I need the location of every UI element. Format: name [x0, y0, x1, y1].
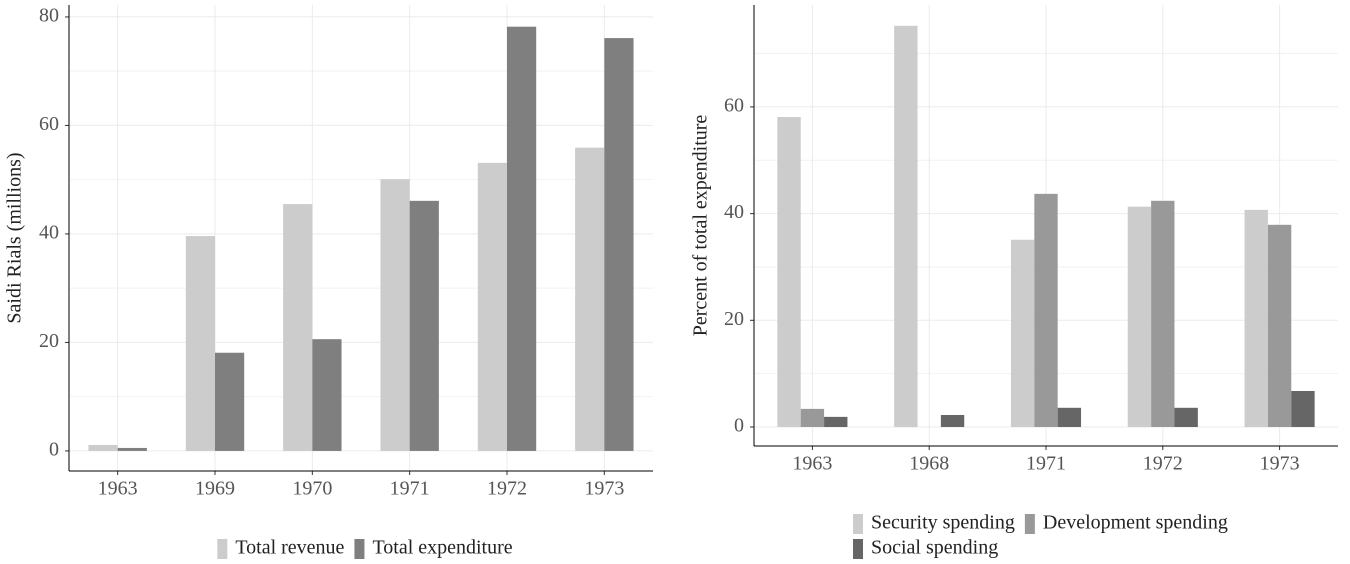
bar: [1010, 239, 1035, 428]
x-tick-label: 1972: [1143, 453, 1183, 475]
bar: [507, 26, 537, 451]
legend-swatch: [853, 539, 863, 559]
bar: [1151, 200, 1175, 428]
bar: [777, 117, 801, 428]
x-tick-label: 1970: [292, 478, 332, 500]
bar: [800, 408, 825, 428]
y-axis-title: Percent of total expenditure: [690, 115, 712, 337]
bar: [215, 352, 245, 451]
legend-swatch: [217, 539, 228, 559]
bar: [283, 204, 313, 451]
legend-label: Total expenditure: [372, 537, 512, 559]
legend-swatch: [354, 539, 365, 559]
y-tick-label: 40: [39, 222, 59, 244]
x-tick-label: 1971: [390, 478, 430, 500]
legend-label: Security spending: [871, 512, 1015, 534]
y-tick-label: 40: [724, 201, 744, 223]
legend-label: Total revenue: [235, 537, 344, 559]
y-tick-label: 80: [39, 5, 59, 27]
x-tick-label: 1972: [487, 478, 527, 500]
bar: [185, 236, 215, 451]
x-tick-label: 1971: [1026, 453, 1066, 475]
legend-label: Development spending: [1043, 512, 1228, 534]
bar: [380, 179, 410, 451]
bar: [1057, 407, 1082, 428]
y-axis-title: Saidi Rials (millions): [4, 152, 26, 323]
bar: [1291, 390, 1315, 428]
y-tick-label: 20: [39, 330, 59, 352]
bar: [824, 416, 848, 428]
x-tick-label: 1973: [584, 478, 624, 500]
x-tick-label: 1963: [98, 478, 138, 500]
bar: [604, 38, 634, 451]
legend-swatch: [853, 514, 863, 534]
x-tick-label: 1973: [1260, 453, 1300, 475]
bar: [88, 444, 118, 451]
bar: [575, 147, 605, 451]
bar: [312, 339, 342, 451]
bar: [940, 415, 965, 428]
bar: [1127, 206, 1152, 428]
y-tick-label: 0: [49, 439, 59, 461]
y-tick-label: 20: [724, 308, 744, 330]
legend-label: Social spending: [871, 537, 998, 559]
y-tick-label: 60: [39, 113, 59, 135]
x-tick-label: 1968: [909, 453, 949, 475]
bar: [1034, 193, 1058, 428]
bar: [1174, 407, 1198, 428]
bar: [477, 162, 507, 451]
bar: [1244, 209, 1268, 428]
y-tick-label: 60: [724, 94, 744, 116]
bar: [1267, 224, 1292, 428]
legend-swatch: [1024, 514, 1035, 534]
x-tick-label: 1969: [195, 478, 235, 500]
bar: [894, 25, 918, 428]
y-tick-label: 0: [734, 415, 744, 437]
x-tick-label: 1963: [792, 453, 832, 475]
bar: [117, 447, 147, 451]
bar: [409, 200, 439, 451]
